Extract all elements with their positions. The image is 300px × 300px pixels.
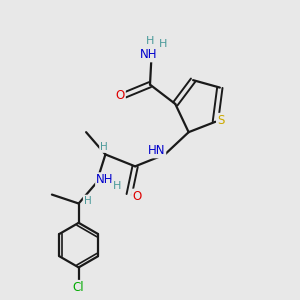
Text: H: H xyxy=(159,39,167,49)
Text: H: H xyxy=(112,181,121,191)
Text: O: O xyxy=(116,88,125,101)
Text: Cl: Cl xyxy=(73,281,85,294)
Text: H: H xyxy=(84,196,92,206)
Text: NH: NH xyxy=(140,48,158,62)
Text: O: O xyxy=(132,190,141,202)
Text: HN: HN xyxy=(148,144,165,158)
Text: H: H xyxy=(100,142,108,152)
Text: NH: NH xyxy=(96,173,114,186)
Text: S: S xyxy=(217,114,224,127)
Text: H: H xyxy=(146,36,154,46)
